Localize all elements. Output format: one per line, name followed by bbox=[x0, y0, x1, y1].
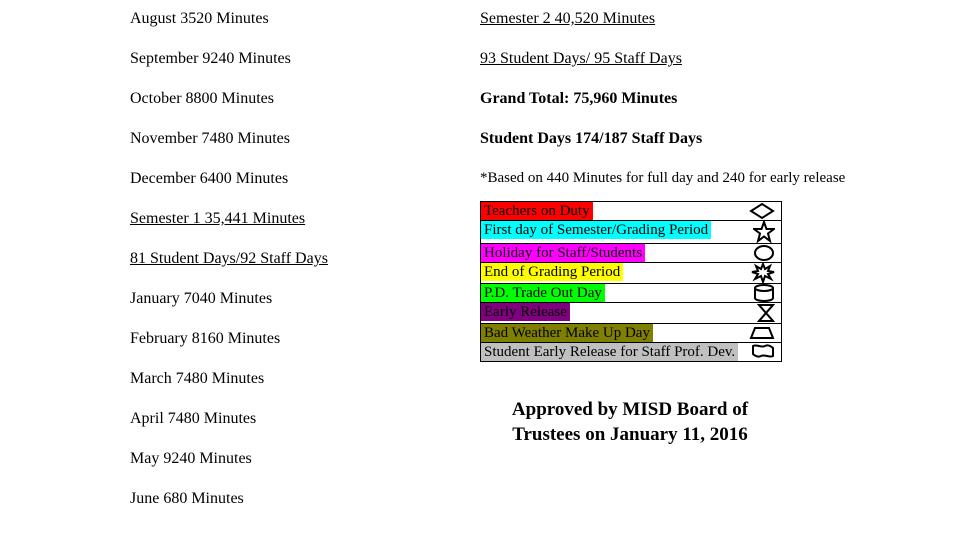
legend-row: Student Early Release for Staff Prof. De… bbox=[481, 343, 781, 361]
legend-row: End of Grading Period bbox=[481, 263, 781, 284]
cylinder-icon bbox=[753, 284, 781, 302]
legend-label: End of Grading Period bbox=[481, 263, 623, 281]
legend-label: Holiday for Staff/Students bbox=[481, 244, 645, 262]
legend-label: Early Release bbox=[481, 303, 570, 321]
month-line: June 680 Minutes bbox=[130, 490, 460, 508]
month-line: April 7480 Minutes bbox=[130, 410, 460, 428]
legend-row: Holiday for Staff/Students bbox=[481, 244, 781, 263]
legend-row: Bad Weather Make Up Day bbox=[481, 324, 781, 343]
month-line: August 3520 Minutes bbox=[130, 10, 460, 28]
diamond-icon bbox=[749, 202, 781, 220]
circle-icon bbox=[753, 244, 781, 262]
month-line: October 8800 Minutes bbox=[130, 90, 460, 108]
right-column: Semester 2 40,520 Minutes 93 Student Day… bbox=[480, 10, 850, 530]
month-line: December 6400 Minutes bbox=[130, 170, 460, 188]
legend-row: Early Release bbox=[481, 303, 781, 324]
semester2-total: Semester 2 40,520 Minutes bbox=[480, 10, 850, 28]
semester2-days: 93 Student Days/ 95 Staff Days bbox=[480, 50, 850, 68]
footnote: *Based on 440 Minutes for full day and 2… bbox=[480, 170, 850, 187]
approval-line: Approved by MISD Board of Trustees on Ja… bbox=[480, 398, 780, 447]
legend-row: First day of Semester/Grading Period bbox=[481, 221, 781, 244]
legend-table: Teachers on DutyFirst day of Semester/Gr… bbox=[480, 201, 782, 362]
legend-label: First day of Semester/Grading Period bbox=[481, 221, 711, 239]
total-days: Student Days 174/187 Staff Days bbox=[480, 130, 850, 148]
semester1-days: 81 Student Days/92 Staff Days bbox=[130, 250, 460, 268]
legend-label: Teachers on Duty bbox=[481, 202, 593, 220]
trapezoid-icon bbox=[749, 324, 781, 342]
burst-icon bbox=[751, 263, 781, 283]
month-line: March 7480 Minutes bbox=[130, 370, 460, 388]
month-line: September 9240 Minutes bbox=[130, 50, 460, 68]
month-line: May 9240 Minutes bbox=[130, 450, 460, 468]
flag-icon bbox=[751, 343, 781, 361]
month-line: November 7480 Minutes bbox=[130, 130, 460, 148]
month-line: January 7040 Minutes bbox=[130, 290, 460, 308]
left-column: August 3520 Minutes September 9240 Minut… bbox=[130, 10, 480, 530]
semester1-total: Semester 1 35,441 Minutes bbox=[130, 210, 460, 228]
grand-total: Grand Total: 75,960 Minutes bbox=[480, 90, 850, 108]
hourglass-icon bbox=[757, 303, 781, 323]
star-icon bbox=[753, 221, 781, 243]
legend-row: Teachers on Duty bbox=[481, 202, 781, 221]
legend-label: Bad Weather Make Up Day bbox=[481, 324, 653, 342]
legend-row: P.D. Trade Out Day bbox=[481, 284, 781, 303]
month-line: February 8160 Minutes bbox=[130, 330, 460, 348]
legend-label: P.D. Trade Out Day bbox=[481, 284, 605, 302]
legend-label: Student Early Release for Staff Prof. De… bbox=[481, 343, 738, 361]
